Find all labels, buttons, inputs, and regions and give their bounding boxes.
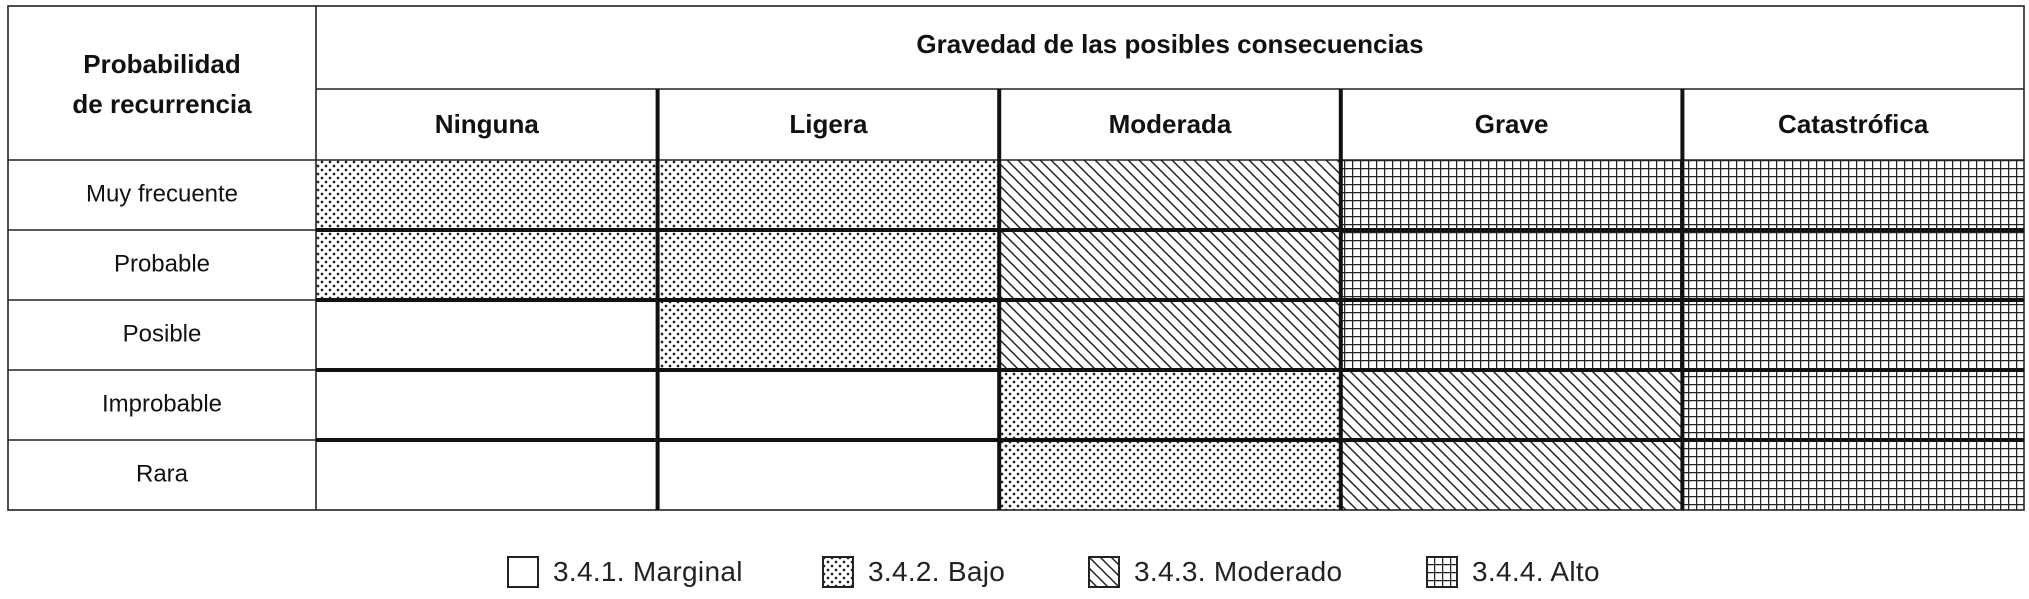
legend-item-marginal: 3.4.1. Marginal	[507, 550, 743, 594]
matrix-cell-marginal	[316, 300, 658, 370]
matrix-cell-bajo	[657, 230, 1000, 300]
matrix-cell-moderado	[1340, 440, 1683, 510]
matrix-cell-marginal	[316, 370, 658, 440]
legend-item-alto: 3.4.4. Alto	[1426, 550, 1600, 594]
table-border	[7, 5, 2025, 511]
row-label: Rara	[136, 460, 189, 487]
matrix-cell-bajo	[999, 370, 1341, 440]
risk-matrix-table: Probabilidad de recurrencia Gravedad de la…	[7, 5, 2025, 511]
column-header: Catastrófica	[1778, 109, 1929, 139]
legend-label-bajo: 3.4.2. Bajo	[868, 556, 1006, 587]
matrix-cell-moderado	[999, 230, 1341, 300]
row-header-title: Probabilidad	[83, 49, 240, 79]
legend-label-alto: 3.4.4. Alto	[1472, 556, 1600, 587]
matrix-cell-alto	[1340, 230, 1683, 300]
matrix-cell-alto	[1682, 440, 2024, 510]
legend: 3.4.1. Marginal 3.4.2. Bajo 3.4.3. Moder…	[0, 550, 2029, 594]
column-header: Ligera	[789, 109, 868, 139]
column-group-header: Gravedad de las posibles consecuencias	[916, 29, 1423, 59]
matrix-cell-moderado	[999, 300, 1341, 370]
matrix-cell-alto	[1340, 300, 1683, 370]
row-label: Muy frecuente	[86, 180, 238, 207]
matrix-cell-alto	[1682, 160, 2024, 230]
matrix-cell-moderado	[999, 160, 1341, 230]
row-label: Probable	[114, 250, 210, 277]
matrix-cell-bajo	[657, 300, 1000, 370]
matrix-cell-alto	[1682, 370, 2024, 440]
column-header: Grave	[1475, 109, 1549, 139]
matrix-cell-alto	[1340, 160, 1683, 230]
row-header-title: de recurrencia	[72, 89, 252, 119]
row-label: Posible	[123, 320, 202, 347]
alto-swatch-icon	[1426, 556, 1458, 588]
matrix-cell-bajo	[316, 160, 658, 230]
moderado-swatch-icon	[1088, 556, 1120, 588]
matrix-cell-bajo	[999, 440, 1341, 510]
matrix-cell-alto	[1682, 230, 2024, 300]
column-header: Ninguna	[435, 109, 540, 139]
legend-label-moderado: 3.4.3. Moderado	[1134, 556, 1343, 587]
matrix-cell-marginal	[657, 370, 1000, 440]
matrix-cell-moderado	[1340, 370, 1683, 440]
legend-item-bajo: 3.4.2. Bajo	[822, 550, 1005, 594]
matrix-cell-bajo	[657, 160, 1000, 230]
matrix-cell-bajo	[316, 230, 658, 300]
matrix-cell-marginal	[316, 440, 658, 510]
matrix-cell-marginal	[657, 440, 1000, 510]
column-header: Moderada	[1109, 109, 1232, 139]
legend-label-marginal: 3.4.1. Marginal	[553, 556, 743, 587]
row-label: Improbable	[102, 390, 222, 417]
marginal-swatch-icon	[507, 556, 539, 588]
bajo-swatch-icon	[822, 556, 854, 588]
matrix-cell-alto	[1682, 300, 2024, 370]
legend-item-moderado: 3.4.3. Moderado	[1088, 550, 1342, 594]
